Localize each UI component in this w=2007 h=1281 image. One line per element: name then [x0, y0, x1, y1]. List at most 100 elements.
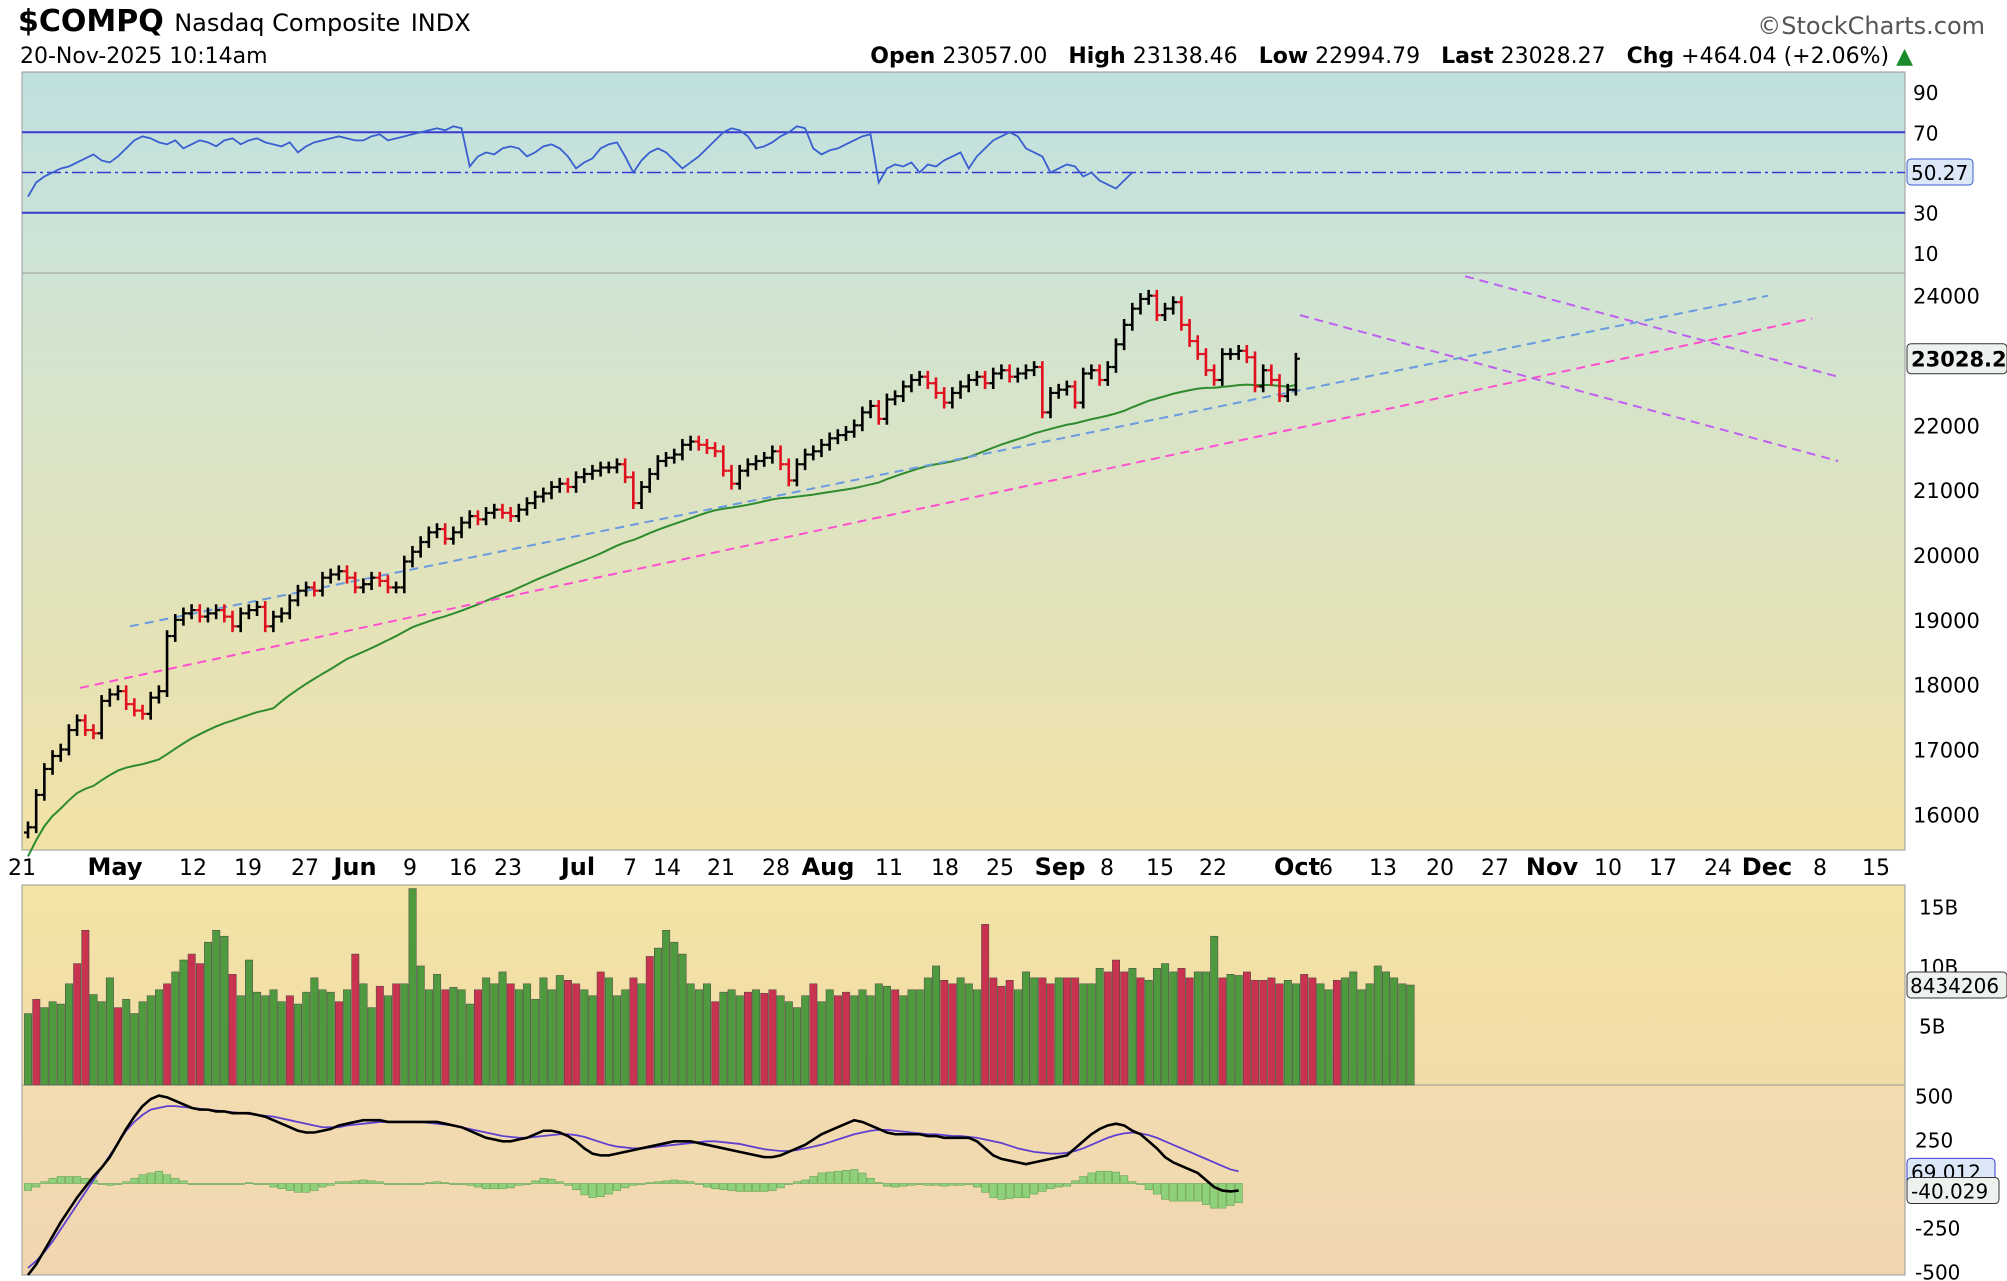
price-tick-label: 19000: [1913, 609, 1980, 633]
volume-bar: [1275, 983, 1284, 1086]
volume-bar: [613, 995, 622, 1086]
macd-histogram-bar: [195, 1183, 204, 1185]
macd-histogram-bar: [891, 1183, 900, 1188]
x-tick-label: Aug: [802, 853, 855, 881]
volume-bar: [555, 975, 564, 1086]
volume-bar: [793, 1007, 801, 1086]
volume-bar: [850, 995, 859, 1086]
volume-bar: [825, 989, 834, 1086]
volume-bar: [670, 941, 679, 1086]
volume-bar: [1398, 983, 1407, 1086]
volume-bar: [441, 989, 450, 1086]
macd-histogram-bar: [588, 1183, 597, 1198]
wedge-lower-line: [1299, 314, 1839, 462]
price-tick-label: 22000: [1913, 414, 1980, 438]
x-tick-label: 28: [762, 856, 790, 881]
x-tick-label: 10: [1594, 856, 1622, 881]
price-bar: [253, 601, 262, 616]
price-tick-label: 20000: [1913, 544, 1980, 568]
volume-bar: [1022, 971, 1031, 1086]
price-bar: [375, 571, 384, 587]
x-axis: 21 May 12 19 27 Jun 9 16 23 Jul 7 14 21 28 Aug 11 18 25 Se…: [8, 853, 1890, 881]
rsi-last-box: [1906, 158, 1974, 186]
price-bar: [850, 419, 859, 438]
price-bar: [514, 503, 523, 522]
volume-bar: [40, 1007, 49, 1086]
price-bar: [285, 594, 294, 620]
wedge-upper-line: [1464, 275, 1839, 378]
x-tick-label: 17: [1649, 856, 1677, 881]
rsi-panel: 103050709050.27: [22, 81, 1974, 266]
macd-tick-label: -500: [1915, 1260, 1960, 1281]
volume-bar: [105, 977, 114, 1086]
volume-bar: [334, 1001, 343, 1086]
macd-histogram-bar: [817, 1172, 826, 1184]
price-bar: [40, 763, 49, 801]
macd-histogram-bar: [1136, 1183, 1145, 1185]
macd-histogram-bar: [956, 1183, 965, 1186]
volume-bar: [678, 953, 687, 1086]
macd-histogram-bar: [703, 1183, 711, 1188]
price-bar: [269, 610, 278, 633]
volume-tick-label: 15B: [1919, 895, 1958, 919]
price-bar: [1283, 383, 1292, 403]
macd-histogram-bar: [1112, 1171, 1120, 1184]
macd-histogram-bar: [842, 1170, 851, 1184]
macd-histogram-bar: [285, 1183, 294, 1191]
macd-histogram-bar: [253, 1183, 262, 1185]
price-bar: [392, 581, 401, 594]
volume-bar: [65, 983, 73, 1086]
price-bar: [1103, 361, 1112, 386]
volume-bar: [122, 999, 131, 1086]
volume-bar: [1242, 971, 1251, 1086]
ohlc-readout: Open 23057.00 High 23138.46 Low 22994.79…: [856, 44, 1913, 69]
volume-bar: [1316, 983, 1325, 1086]
volume-bar: [89, 994, 98, 1086]
x-tick-label: 23: [494, 856, 522, 881]
volume-bar: [1063, 977, 1071, 1086]
macd-histogram-bar: [1038, 1183, 1047, 1192]
volume-bar: [1365, 983, 1374, 1086]
chart-datetime: 20-Nov-2025 10:14am: [20, 44, 268, 69]
x-tick-label: 15: [1146, 856, 1174, 881]
volume-bar: [171, 971, 180, 1086]
volume-bar: [343, 989, 352, 1086]
macd-histogram-bar: [596, 1183, 605, 1197]
price-bar: [473, 510, 482, 526]
macd-histogram-bar: [572, 1183, 581, 1190]
x-tick-label: 8: [1813, 856, 1827, 881]
price-bar: [833, 429, 842, 445]
macd-histogram-bar: [833, 1170, 842, 1184]
price-bar: [359, 578, 368, 594]
macd-histogram-bar: [318, 1183, 327, 1188]
volume-bar: [1046, 983, 1055, 1086]
macd-histogram-bar: [1120, 1175, 1129, 1184]
volume-bar: [809, 983, 818, 1086]
price-bar: [686, 435, 695, 451]
volume-bar: [1292, 983, 1300, 1086]
volume-bar: [1005, 979, 1014, 1086]
volume-bar: [694, 989, 703, 1086]
macd-histogram-bar: [97, 1183, 106, 1185]
price-last-box: [1906, 343, 2007, 375]
volume-bar: [56, 1003, 65, 1086]
volume-bar: [187, 953, 196, 1086]
price-bar: [400, 555, 409, 594]
volume-bar: [768, 989, 777, 1086]
macd-histogram-bar: [825, 1171, 834, 1184]
volume-bar: [1038, 977, 1047, 1086]
price-bar: [956, 380, 965, 399]
volume-bar: [1357, 989, 1366, 1086]
macd-histogram-bar: [883, 1183, 891, 1187]
macd-histogram-bar: [1144, 1183, 1153, 1190]
price-bar: [81, 714, 90, 736]
macd-histogram-bar: [727, 1183, 736, 1191]
volume-bar: [1071, 977, 1080, 1086]
macd-histogram-bar: [711, 1183, 720, 1190]
price-bar: [1046, 387, 1055, 419]
price-bar: [163, 630, 172, 697]
macd-histogram-bar: [1177, 1183, 1186, 1202]
price-bar: [1201, 348, 1210, 377]
price-bar: [261, 601, 270, 633]
price-bar: [318, 571, 327, 597]
